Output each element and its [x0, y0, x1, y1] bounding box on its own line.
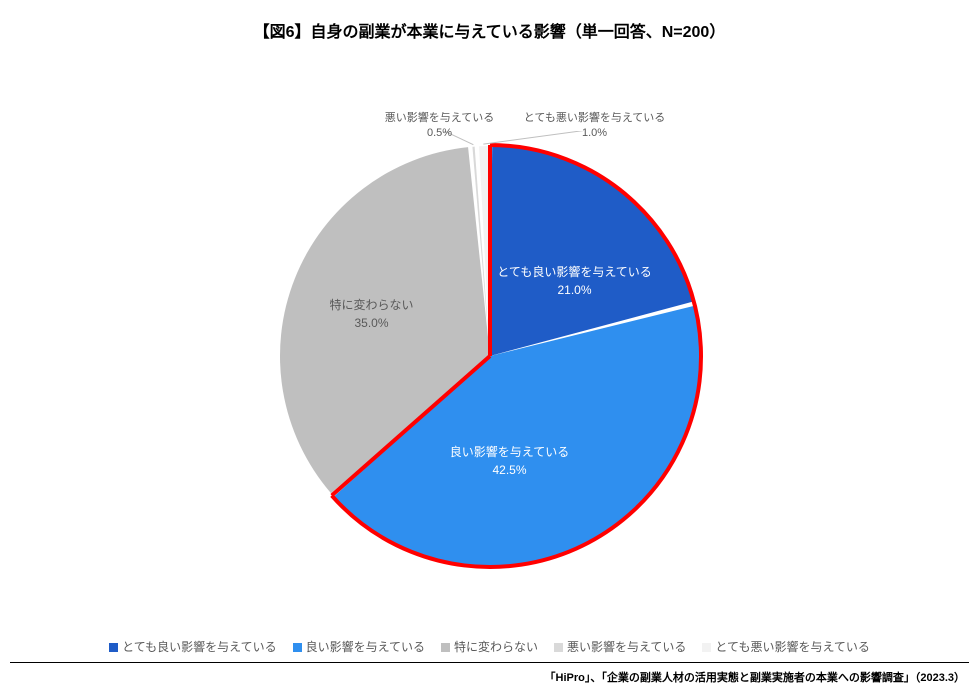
legend-item: とても悪い影響を与えている — [702, 638, 869, 655]
callout-very_bad: とても悪い影響を与えている1.0% — [524, 111, 666, 142]
legend: とても良い影響を与えている 良い影響を与えている 特に変わらない 悪い影響を与えている… — [0, 638, 979, 655]
legend-swatch — [554, 643, 563, 652]
legend-swatch — [293, 643, 302, 652]
legend-item: 良い影響を与えている — [293, 638, 425, 655]
source-citation: 「HiPro」、「企業の副業人材の活用実態と副業実施者の本業への影響調査」（20… — [545, 669, 965, 685]
legend-label: 悪い影響を与えている — [567, 640, 686, 654]
legend-item: 悪い影響を与えている — [554, 638, 686, 655]
legend-label: 特に変わらない — [454, 640, 538, 654]
pie-chart: とても良い影響を与えている21.0%良い影響を与えている42.5%特に変わらない… — [265, 131, 715, 581]
chart-area: とても良い影響を与えている21.0%良い影響を与えている42.5%特に変わらない… — [0, 42, 979, 602]
legend-swatch — [109, 643, 118, 652]
chart-title: 【図6】自身の副業が本業に与えている影響（単一回答、N=200） — [0, 0, 979, 42]
legend-label: とても悪い影響を与えている — [715, 640, 869, 654]
pie-svg — [265, 131, 715, 581]
legend-item: 特に変わらない — [441, 638, 538, 655]
callout-bad: 悪い影響を与えている0.5% — [385, 111, 494, 142]
divider — [10, 662, 969, 663]
legend-swatch — [441, 643, 450, 652]
legend-swatch — [702, 643, 711, 652]
legend-label: とても良い影響を与えている — [122, 640, 276, 654]
legend-label: 良い影響を与えている — [306, 640, 425, 654]
legend-item: とても良い影響を与えている — [109, 638, 276, 655]
